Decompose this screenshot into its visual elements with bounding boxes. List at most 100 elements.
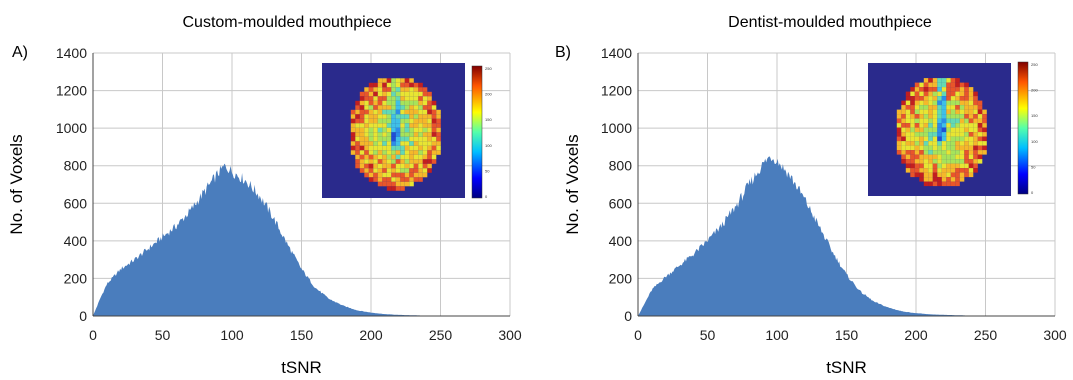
inset-voxel [404,82,410,88]
inset-voxel [968,154,974,160]
inset-voxel [422,168,428,173]
inset-voxel [928,145,933,151]
x-tick-label: 250 [974,327,998,343]
inset-voxel [377,105,383,110]
inset-voxel [968,127,974,133]
inset-voxel [905,96,911,101]
inset-voxel [946,105,951,110]
inset-voxel [923,114,929,119]
inset-voxel [910,127,915,133]
inset-voxel [422,159,428,164]
inset-voxel [368,105,374,110]
inset-voxel [377,109,383,115]
inset-voxel [901,132,906,137]
inset-voxel [395,141,401,146]
x-tick-label: 150 [290,327,314,343]
inset-voxel [395,96,401,101]
x-tick-label: 50 [700,327,716,343]
inset-voxel [373,132,378,137]
inset-voxel [937,96,942,101]
inset-voxel [413,168,419,173]
y-tick-label: 1400 [56,45,87,61]
inset-voxel [427,132,432,137]
inset-voxel [377,78,383,83]
inset-voxel [368,145,374,151]
inset-voxel [359,127,365,133]
inset-voxel [382,163,387,169]
x-tick-label: 300 [1043,327,1067,343]
x-tick-label: 300 [498,327,522,343]
inset-voxel [404,168,410,173]
inset-voxel [964,91,969,97]
inset-voxel [964,105,969,110]
inset-voxel [964,87,969,92]
inset-voxel [422,109,428,115]
inset-voxel [368,82,374,88]
inset-voxel [973,154,978,160]
inset-voxel [409,159,414,164]
inset-voxel [910,163,915,169]
inset-voxel [896,136,902,142]
inset-voxel [382,82,387,88]
inset-voxel [382,150,387,155]
inset-voxel [932,163,938,169]
inset-voxel [901,109,906,115]
inset-voxel [946,78,951,83]
inset-voxel [923,123,929,128]
inset-voxel [409,145,414,151]
inset-voxel [950,78,956,83]
inset-voxel [928,96,933,101]
inset-voxel [350,145,356,151]
inset-voxel [359,123,365,128]
inset-voxel [950,82,956,88]
inset-voxel [977,118,983,124]
inset-voxel [364,100,369,106]
inset-voxel [364,96,369,101]
y-tick-label: 800 [609,158,633,174]
inset-voxel [409,168,414,173]
inset-voxel [400,118,405,124]
inset-voxel [413,82,419,88]
inset-voxel [941,132,947,137]
inset-voxel [941,172,947,178]
inset-voxel [427,114,432,119]
inset-voxel [418,154,423,160]
inset-voxel [382,78,387,83]
y-tick-label: 600 [609,195,633,211]
inset-voxel [982,141,987,146]
inset-voxel [377,127,383,133]
inset-voxel [905,118,911,124]
x-tick-label: 250 [429,327,453,343]
inset-voxel [968,141,974,146]
inset-voxel [959,127,965,133]
inset-voxel [413,100,419,106]
inset-voxel [382,100,387,106]
inset-voxel [382,123,387,128]
inset-voxel [914,150,920,155]
inset-voxel [377,172,383,178]
inset-voxel [382,159,387,164]
histogram-area [638,156,1055,316]
inset-voxel [355,145,360,151]
inset-voxel [914,91,920,97]
inset-voxel [391,132,396,137]
colorbar-tick-label: 0 [485,194,488,199]
inset-voxel [901,127,906,133]
inset-voxel [418,109,423,115]
inset-voxel [418,163,423,169]
inset-voxel [977,145,983,151]
inset-voxel [905,159,911,164]
inset-voxel [413,177,419,182]
inset-voxel [910,141,915,146]
inset-voxel [404,127,410,133]
inset-voxel [359,118,365,124]
inset-voxel [382,172,387,178]
inset-voxel [386,123,392,128]
inset-voxel [355,141,360,146]
inset-voxel [950,172,956,178]
y-tick-label: 1200 [56,83,87,99]
inset-voxel [359,141,365,146]
inset-voxel [973,96,978,101]
inset-voxel [946,150,951,155]
inset-voxel [923,159,929,164]
